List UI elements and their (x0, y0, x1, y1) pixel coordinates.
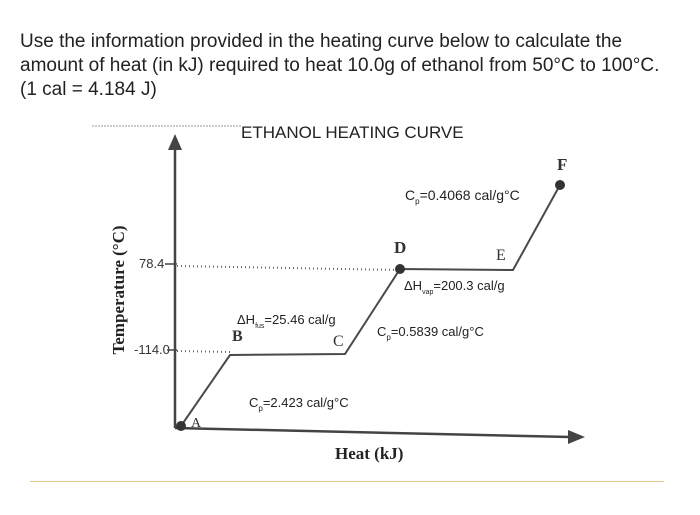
cp-gas-symbol: C (405, 187, 415, 203)
cp-solid-subscript: p (258, 404, 263, 413)
y-axis-arrowhead (168, 134, 182, 150)
cp-gas-annotation: Cp=0.4068 cal/g°C (405, 187, 520, 206)
dh-vap-annotation: ΔHvap=200.3 cal/g (404, 278, 505, 296)
dotted-line-boiling (176, 265, 401, 271)
cp-liquid-subscript: p (386, 333, 391, 342)
cp-liquid-value: =0.5839 cal/g°C (391, 324, 484, 339)
figure-title: ETHANOL HEATING CURVE (241, 123, 464, 142)
cp-gas-subscript: p (415, 197, 420, 206)
cp-solid-symbol: C (249, 395, 258, 410)
heating-curve-line (180, 184, 561, 427)
dh-vap-subscript: vap (422, 289, 433, 296)
dh-fus-subscript: fus (255, 323, 265, 330)
point-d-label: D (394, 238, 406, 257)
tick-label-78-4: 78.4 (139, 256, 164, 271)
cp-solid-value: =2.423 cal/g°C (263, 395, 349, 410)
dh-vap-value: =200.3 cal/g (433, 278, 504, 293)
question-text: Use the information provided in the heat… (20, 30, 690, 102)
x-axis-label: Heat (kJ) (335, 444, 403, 463)
point-e-label: E (496, 247, 506, 264)
point-f-label: F (557, 155, 567, 174)
question-line-3: (1 cal = 4.184 J) (20, 79, 157, 100)
x-axis (174, 426, 571, 439)
point-f-marker (555, 180, 565, 190)
cp-liquid-symbol: C (377, 324, 386, 339)
dh-vap-symbol: ΔH (404, 278, 422, 293)
dotted-line-melting (176, 350, 231, 353)
tick-label-minus-114: -114.0 (134, 342, 170, 357)
question-line-2: amount of heat (in kJ) required to heat … (20, 55, 660, 76)
point-c-label: C (333, 333, 344, 350)
dh-fus-symbol: ΔH (237, 312, 255, 327)
cp-solid-annotation: Cp=2.423 cal/g°C (249, 395, 349, 413)
dh-fus-value: =25.46 cal/g (264, 312, 335, 327)
y-axis-label: Temperature (°C) (109, 225, 128, 354)
dh-fus-annotation: ΔHfus=25.46 cal/g (237, 312, 336, 330)
bottom-divider (30, 481, 664, 482)
cp-gas-value: =0.4068 cal/g°C (420, 187, 520, 203)
point-a-marker (176, 421, 186, 431)
point-a-label: A (191, 416, 202, 431)
question-line-1: Use the information provided in the heat… (20, 31, 623, 52)
point-d-marker (395, 264, 405, 274)
cp-liquid-annotation: Cp=0.5839 cal/g°C (377, 324, 484, 342)
x-axis-arrowhead (568, 430, 585, 444)
point-b-label: B (232, 328, 243, 345)
